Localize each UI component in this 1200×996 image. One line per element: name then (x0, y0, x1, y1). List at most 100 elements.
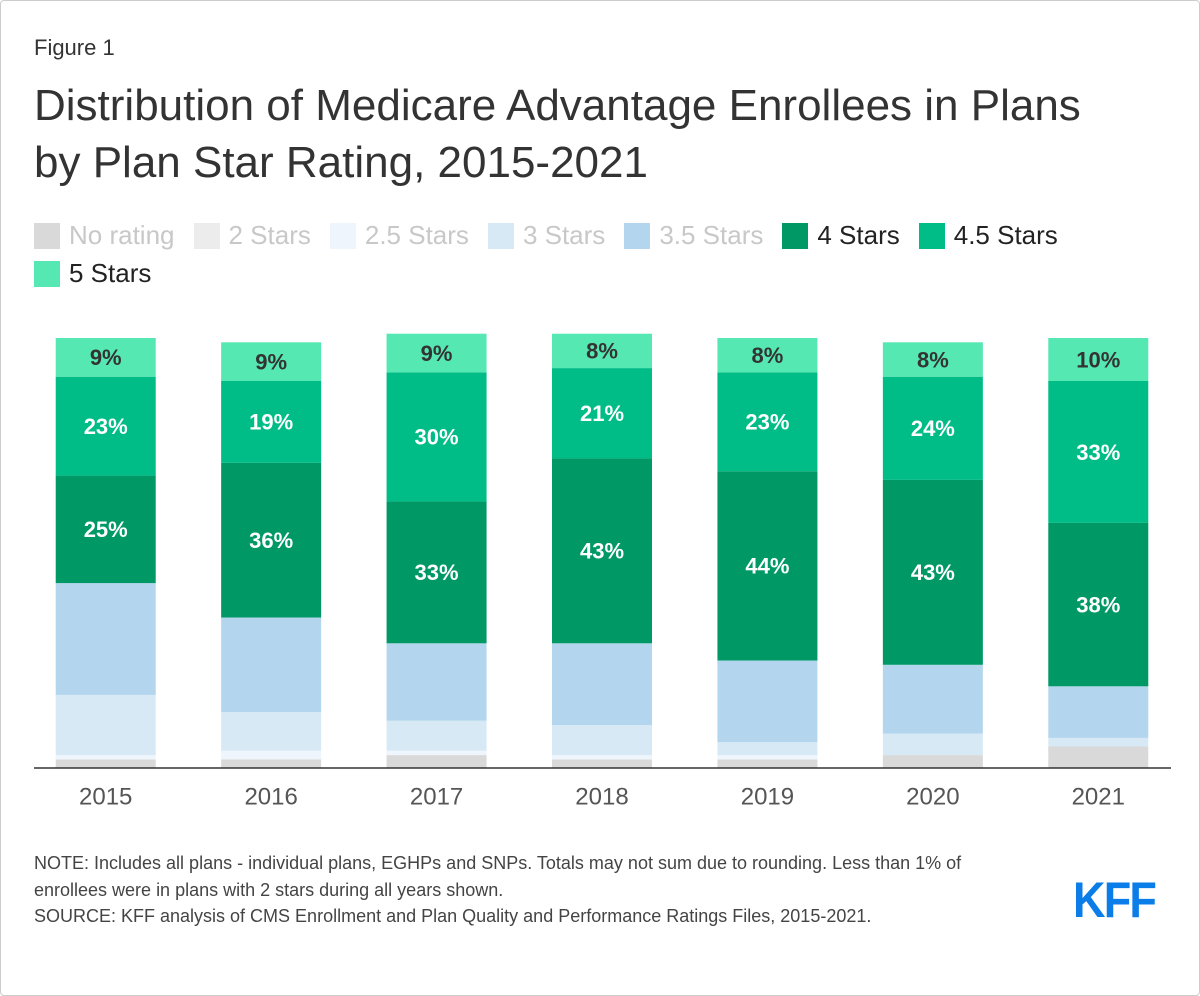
bar-segment (882, 479, 983, 665)
bar-segment (386, 643, 487, 721)
legend-label: 4 Stars (817, 220, 900, 250)
legend-swatch (193, 222, 220, 249)
bar-segment (1048, 737, 1149, 747)
bar-segment (1048, 522, 1149, 687)
bar-segment (552, 333, 652, 369)
bar-segment (386, 720, 487, 751)
x-tick-label: 2021 (1072, 783, 1125, 810)
bar-segment (221, 712, 322, 751)
bar-segment (55, 759, 156, 768)
bar-segment (55, 755, 156, 760)
data-label: 19% (249, 410, 293, 435)
data-label: 9% (421, 341, 453, 366)
note: NOTE: Includes all plans - individual pl… (34, 853, 962, 900)
bar-segment (1048, 746, 1149, 768)
bar-segment (221, 342, 322, 381)
data-label: 33% (1076, 440, 1120, 465)
data-label: 23% (84, 414, 128, 439)
legend-swatch (34, 260, 60, 287)
data-label: 21% (580, 401, 624, 426)
bar-segment (717, 660, 818, 743)
bar-segment (717, 759, 818, 768)
legend-swatch (329, 222, 356, 249)
x-tick-label: 2018 (575, 783, 628, 810)
source: SOURCE: KFF analysis of CMS Enrollment a… (34, 906, 872, 926)
x-tick-label: 2020 (906, 783, 959, 810)
bar-segment (55, 475, 156, 584)
legend-swatch (487, 222, 514, 249)
x-tick-label: 2019 (741, 783, 794, 810)
legend-label: 3 Stars (522, 220, 606, 250)
bar-segment (221, 759, 322, 768)
notes: NOTE: Includes all plans - individual pl… (34, 850, 1019, 930)
chart: 25% 23% 9% 2015 36% 19% 9% 2016 33% 30% 9% 2017 43% 2… (34, 333, 1171, 810)
bar-segment (717, 742, 818, 756)
bar-segment (221, 617, 322, 713)
data-label: 9% (255, 349, 287, 374)
bar-segment (552, 458, 652, 644)
bar-segment (1048, 381, 1149, 523)
legend-item: No rating (34, 220, 175, 250)
legend-label: No rating (69, 220, 175, 250)
bar-segment (55, 694, 156, 756)
legend-swatch (624, 222, 651, 249)
bar-segment (386, 750, 487, 756)
bar-segment (552, 759, 652, 768)
bar-segment (552, 755, 652, 760)
legend-item: 4 Stars (782, 220, 900, 250)
data-label: 8% (752, 343, 784, 368)
bar-segment (882, 664, 983, 734)
bar-segment (55, 338, 156, 377)
bar-segment (386, 755, 487, 768)
legend-swatch (918, 222, 945, 249)
data-label: 44% (745, 554, 789, 579)
legend: No rating 2 Stars 2.5 Stars 3 Stars 3.5 Star… (34, 220, 1114, 288)
data-label: 10% (1076, 347, 1120, 372)
bar-segment (221, 381, 322, 463)
logo: KFF (1073, 872, 1157, 928)
bar-segment (882, 376, 983, 480)
bar-segment (882, 733, 983, 756)
legend-label: 3.5 Stars (659, 220, 764, 250)
legend-item: 2.5 Stars (329, 220, 469, 250)
data-label: 25% (84, 517, 128, 542)
data-label: 43% (911, 560, 955, 585)
x-tick-label: 2017 (410, 783, 463, 810)
bar-segment (717, 471, 818, 661)
legend-item: 4.5 Stars (918, 220, 1058, 250)
data-label: 8% (917, 347, 949, 372)
data-label: 24% (911, 416, 955, 441)
bar-segment (221, 462, 322, 618)
legend-item: 5 Stars (34, 258, 152, 288)
legend-label: 5 Stars (69, 258, 152, 288)
bar-segment (386, 501, 487, 644)
bar-segment (1048, 686, 1149, 738)
bar-segment (717, 755, 818, 760)
bar-segment (552, 725, 652, 756)
bar-segment (386, 333, 487, 373)
legend-label: 4.5 Stars (953, 220, 1058, 250)
data-label: 8% (586, 339, 618, 364)
bar-segment (717, 372, 818, 472)
legend-item: 2 Stars (193, 220, 311, 250)
bar-segment (386, 372, 487, 502)
x-tick-label: 2016 (244, 783, 297, 810)
data-label: 38% (1076, 592, 1120, 617)
data-label: 30% (415, 425, 459, 450)
bar-segment (55, 376, 156, 476)
data-label: 23% (745, 410, 789, 435)
bar-segment (882, 755, 983, 768)
data-label: 33% (415, 560, 459, 585)
bar-segment (552, 368, 652, 459)
bar-segment (55, 583, 156, 695)
x-tick-label: 2015 (79, 783, 132, 810)
chart-title: Distribution of Medicare Advantage Enrol… (34, 81, 1081, 187)
bar-segment (882, 342, 983, 377)
data-label: 9% (90, 345, 122, 370)
legend-item: 3.5 Stars (624, 220, 764, 250)
data-label: 36% (249, 528, 293, 553)
bar-segment (221, 750, 322, 760)
figure-label: Figure 1 (34, 35, 115, 60)
legend-label: 2.5 Stars (364, 220, 469, 250)
